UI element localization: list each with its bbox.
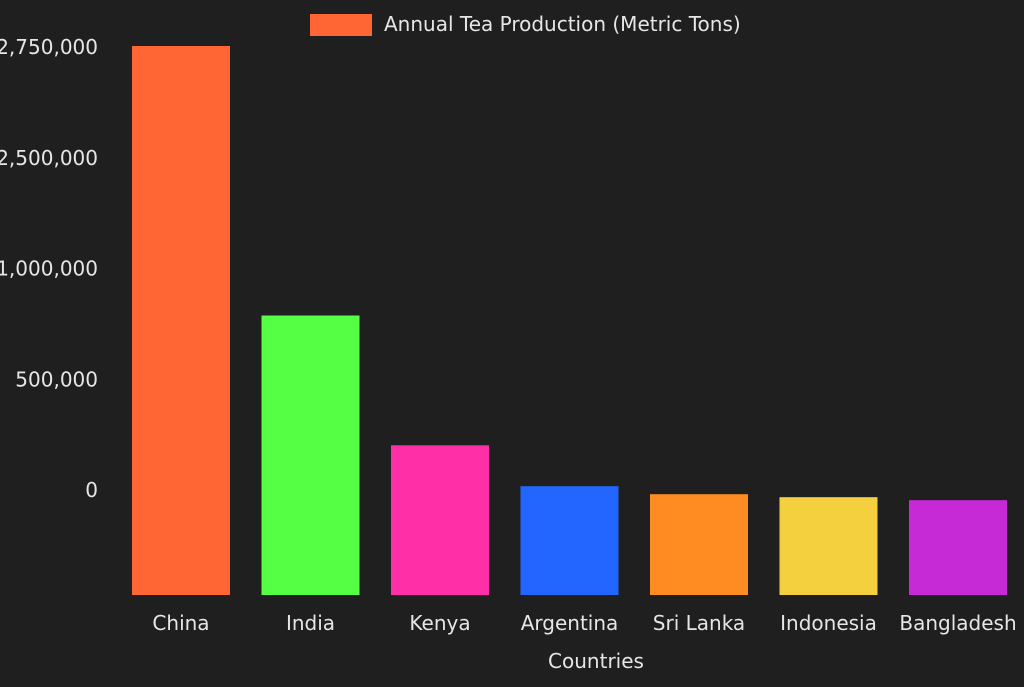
y-tick-label: 1,000,000	[0, 257, 98, 281]
bars	[132, 46, 1007, 595]
y-axis: 0 500,000 1,000,000 2,500,000 2,750,000	[0, 35, 98, 502]
y-tick-label: 2,500,000	[0, 146, 98, 170]
x-tick-label: Argentina	[521, 611, 619, 635]
x-axis: China India Kenya Argentina Sri Lanka Indones…	[152, 611, 1016, 635]
bar	[650, 494, 748, 595]
y-tick-label: 0	[85, 478, 98, 502]
bar	[391, 445, 489, 595]
bar	[261, 315, 360, 595]
x-tick-label: China	[152, 611, 209, 635]
bar	[520, 486, 619, 595]
legend-label: Annual Tea Production (Metric Tons)	[384, 12, 741, 36]
x-tick-label: Indonesia	[780, 611, 877, 635]
legend-swatch	[310, 14, 372, 36]
bar	[779, 497, 878, 595]
y-tick-label: 500,000	[15, 367, 98, 391]
x-tick-label: Kenya	[409, 611, 470, 635]
x-tick-label: Bangladesh	[899, 611, 1016, 635]
legend: Annual Tea Production (Metric Tons)	[310, 12, 741, 36]
bar	[909, 500, 1007, 595]
y-tick-label: 2,750,000	[0, 35, 98, 59]
x-tick-label: Sri Lanka	[653, 611, 745, 635]
bar	[132, 46, 230, 595]
x-axis-title: Countries	[548, 649, 644, 673]
x-tick-label: India	[286, 611, 335, 635]
